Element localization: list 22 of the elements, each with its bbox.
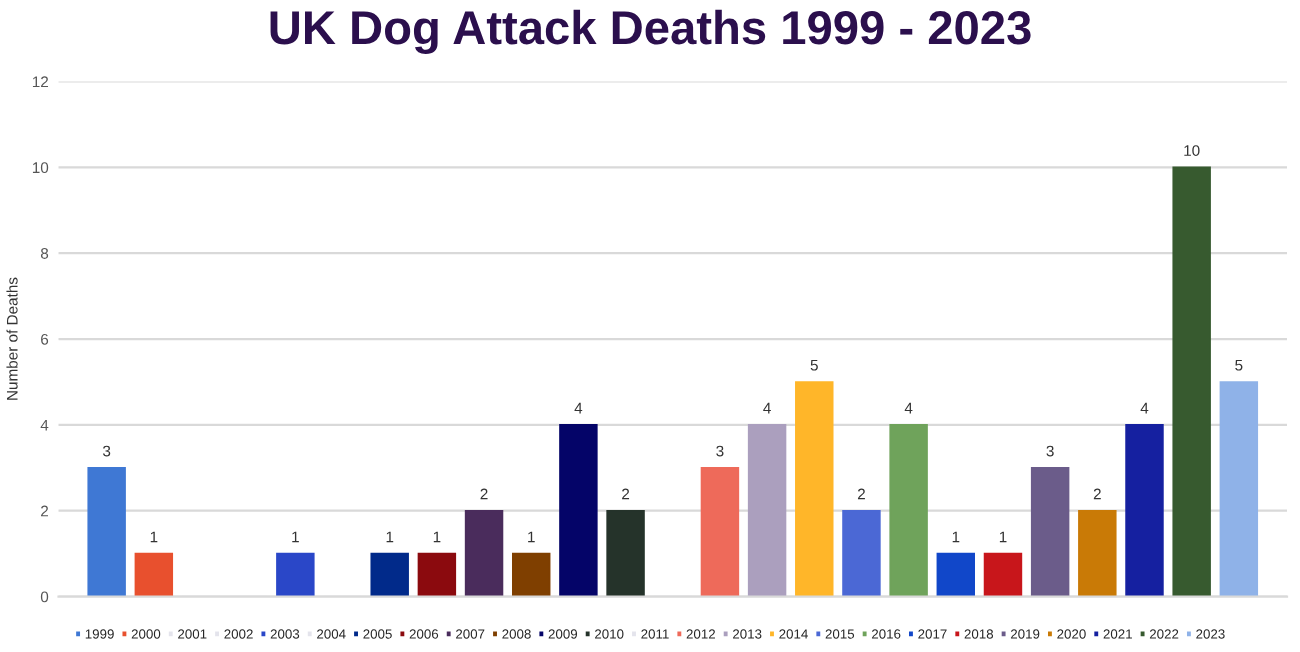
bar — [983, 552, 1023, 597]
bar — [559, 424, 598, 597]
bar — [1172, 166, 1211, 597]
bar — [795, 381, 834, 597]
bar — [87, 466, 126, 597]
bar — [511, 552, 551, 597]
bar — [417, 552, 457, 597]
bar — [842, 509, 881, 597]
bar — [464, 509, 504, 597]
bar — [134, 552, 174, 597]
bar — [1219, 381, 1259, 597]
bar — [1030, 466, 1070, 597]
bar — [700, 466, 740, 597]
bar — [370, 552, 409, 597]
bar — [747, 424, 787, 597]
bar — [936, 552, 976, 597]
bar — [276, 552, 315, 597]
bar — [889, 424, 928, 597]
chart-title: UK Dog Attack Deaths 1999 - 2023 — [270, 9, 1031, 55]
bar — [1125, 424, 1164, 597]
bar — [1078, 509, 1117, 597]
bar — [606, 509, 645, 597]
